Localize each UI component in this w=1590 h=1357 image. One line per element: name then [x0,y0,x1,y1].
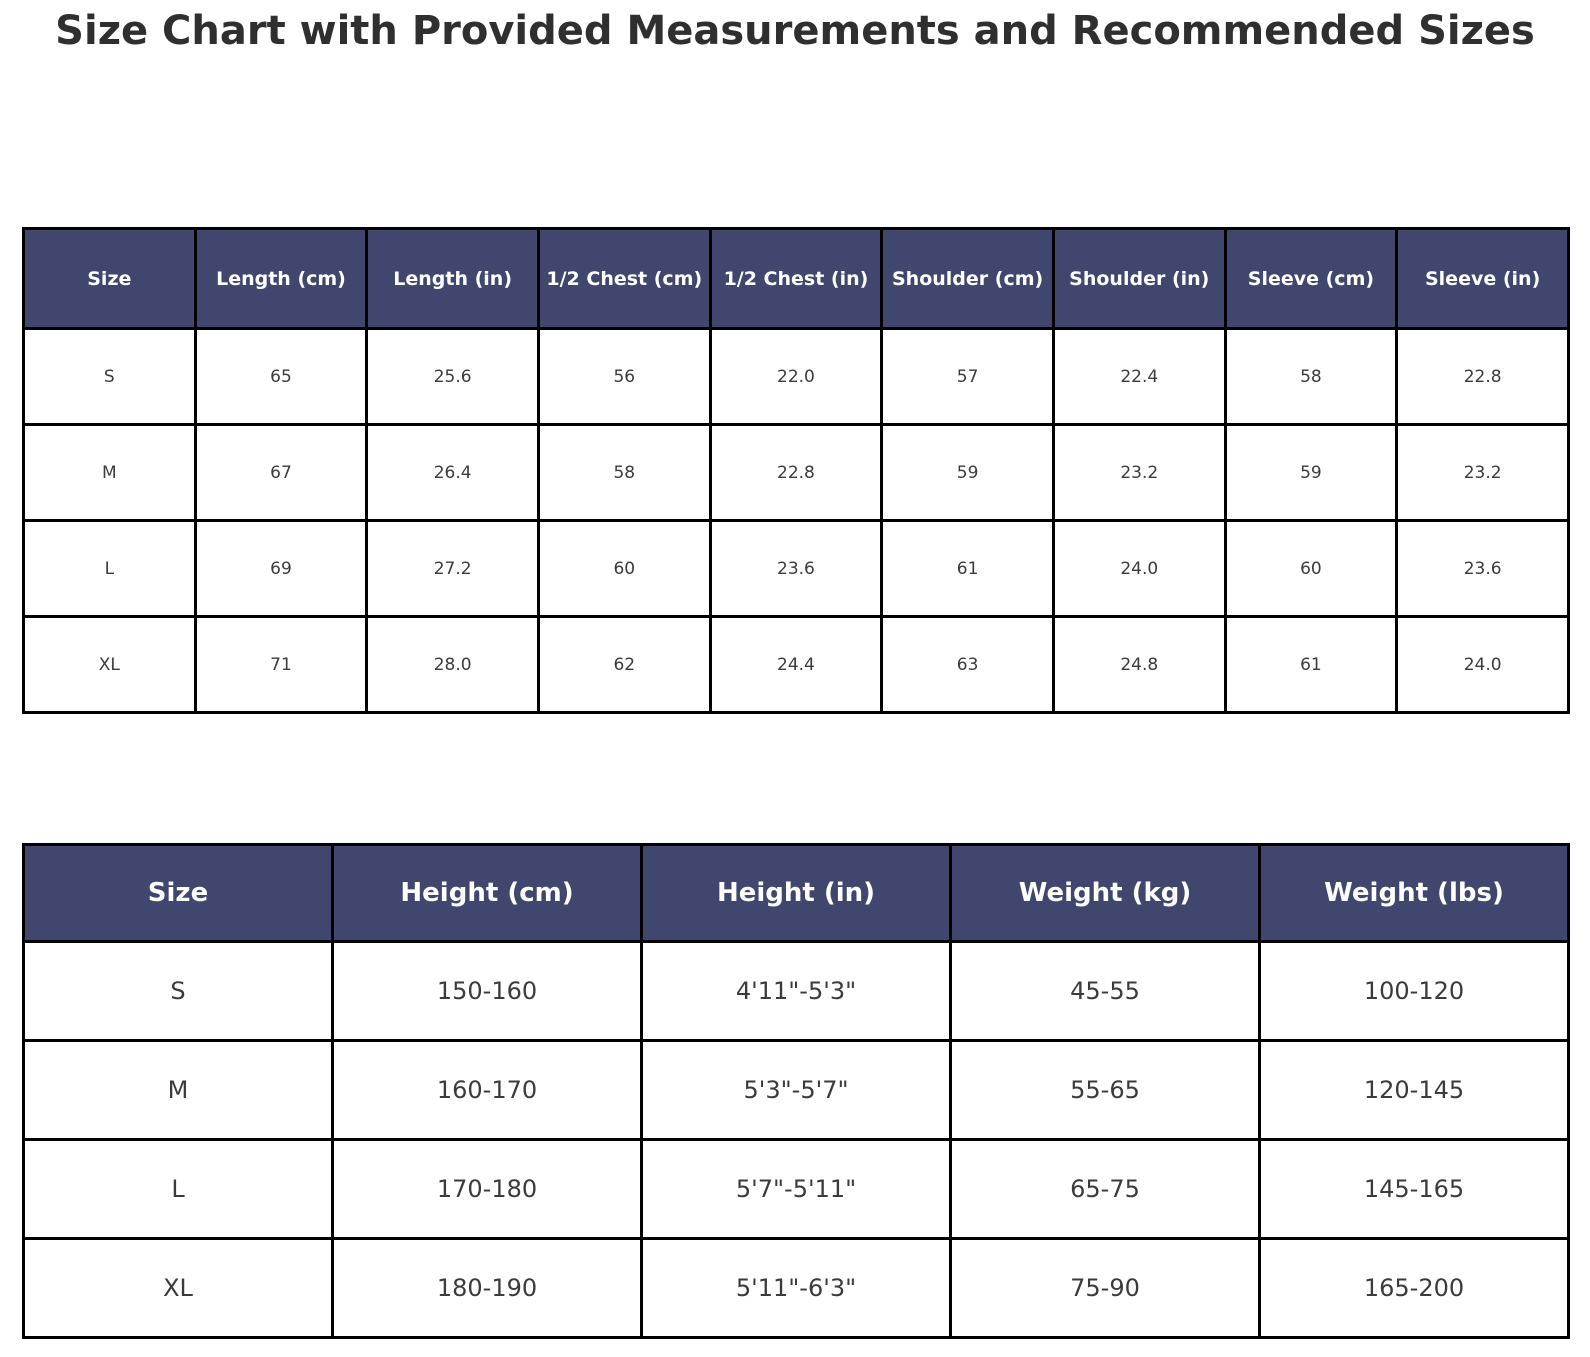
table-cell: M [22,1039,334,1141]
table-cell: 145-165 [1258,1138,1570,1240]
table-cell: 28.0 [365,615,540,714]
table-row: M 67 26.4 58 22.8 59 23.2 59 23.2 [22,423,1570,522]
table-cell: 23.2 [1051,423,1227,522]
table-cell: 59 [1223,423,1399,522]
column-header: Weight (lbs) [1258,843,1570,943]
table-cell: XL [22,1237,334,1339]
page-title: Size Chart with Provided Measurements an… [55,8,1535,54]
table-cell: 180-190 [331,1237,643,1339]
column-header: Weight (kg) [949,843,1261,943]
table-cell: 23.2 [1395,423,1570,522]
table-cell: 55-65 [949,1039,1261,1141]
table-cell: S [22,327,197,426]
table-cell: 27.2 [365,519,540,618]
table-cell: 24.8 [1051,615,1227,714]
table-cell: 63 [880,615,1055,714]
table-cell: L [22,519,197,618]
table-cell: 165-200 [1258,1237,1570,1339]
table-cell: 60 [1223,519,1399,618]
table-cell: 65-75 [949,1138,1261,1240]
table-cell: 22.8 [708,423,884,522]
table-cell: M [22,423,197,522]
table-cell: 24.0 [1051,519,1227,618]
table-cell: 170-180 [331,1138,643,1240]
table-row: S 150-160 4'11"-5'3" 45-55 100-120 [22,940,1570,1042]
table-cell: 58 [536,423,712,522]
table-cell: S [22,940,334,1042]
column-header: Size [22,843,334,943]
column-header: Size [22,227,197,330]
column-header: Length (in) [365,227,540,330]
table-row: S 65 25.6 56 22.0 57 22.4 58 22.8 [22,327,1570,426]
table-cell: 120-145 [1258,1039,1570,1141]
column-header: Shoulder (in) [1051,227,1227,330]
column-header: Height (in) [640,843,952,943]
table-cell: L [22,1138,334,1240]
table-cell: 67 [193,423,369,522]
table-cell: 62 [536,615,712,714]
table-cell: 22.8 [1395,327,1570,426]
column-header: 1/2 Chest (in) [708,227,884,330]
table-cell: 5'11"-6'3" [640,1237,952,1339]
table-cell: 26.4 [365,423,540,522]
column-header: 1/2 Chest (cm) [536,227,712,330]
table-cell: 23.6 [708,519,884,618]
table-cell: 5'7"-5'11" [640,1138,952,1240]
table-cell: 61 [1223,615,1399,714]
table-cell: 61 [880,519,1055,618]
table-cell: 71 [193,615,369,714]
table-cell: 65 [193,327,369,426]
table-row: L 69 27.2 60 23.6 61 24.0 60 23.6 [22,519,1570,618]
table-row: XL 180-190 5'11"-6'3" 75-90 165-200 [22,1237,1570,1339]
recommended-sizes-table: Size Height (cm) Height (in) Weight (kg) Wei… [22,843,1570,1339]
table-cell: 5'3"-5'7" [640,1039,952,1141]
header-row: Size Length (cm) Length (in) 1/2 Chest (cm)… [22,227,1570,330]
table-cell: 58 [1223,327,1399,426]
table-cell: 24.4 [708,615,884,714]
table-cell: 25.6 [365,327,540,426]
column-header: Sleeve (cm) [1223,227,1399,330]
table-cell: 45-55 [949,940,1261,1042]
table-cell: 75-90 [949,1237,1261,1339]
table-row: L 170-180 5'7"-5'11" 65-75 145-165 [22,1138,1570,1240]
table-cell: 23.6 [1395,519,1570,618]
table-cell: 69 [193,519,369,618]
table-cell: 57 [880,327,1055,426]
column-header: Sleeve (in) [1395,227,1570,330]
table-cell: 56 [536,327,712,426]
table-cell: 59 [880,423,1055,522]
table-row: XL 71 28.0 62 24.4 63 24.8 61 24.0 [22,615,1570,714]
table-cell: 100-120 [1258,940,1570,1042]
table-cell: 150-160 [331,940,643,1042]
table-cell: 22.4 [1051,327,1227,426]
table-cell: 60 [536,519,712,618]
column-header: Height (cm) [331,843,643,943]
table-row: M 160-170 5'3"-5'7" 55-65 120-145 [22,1039,1570,1141]
table-cell: XL [22,615,197,714]
table-cell: 22.0 [708,327,884,426]
table-cell: 4'11"-5'3" [640,940,952,1042]
table-cell: 24.0 [1395,615,1570,714]
column-header: Length (cm) [193,227,369,330]
header-row: Size Height (cm) Height (in) Weight (kg) Wei… [22,843,1570,943]
column-header: Shoulder (cm) [880,227,1055,330]
table-cell: 160-170 [331,1039,643,1141]
provided-measurements-table: Size Length (cm) Length (in) 1/2 Chest (cm)… [22,227,1570,714]
